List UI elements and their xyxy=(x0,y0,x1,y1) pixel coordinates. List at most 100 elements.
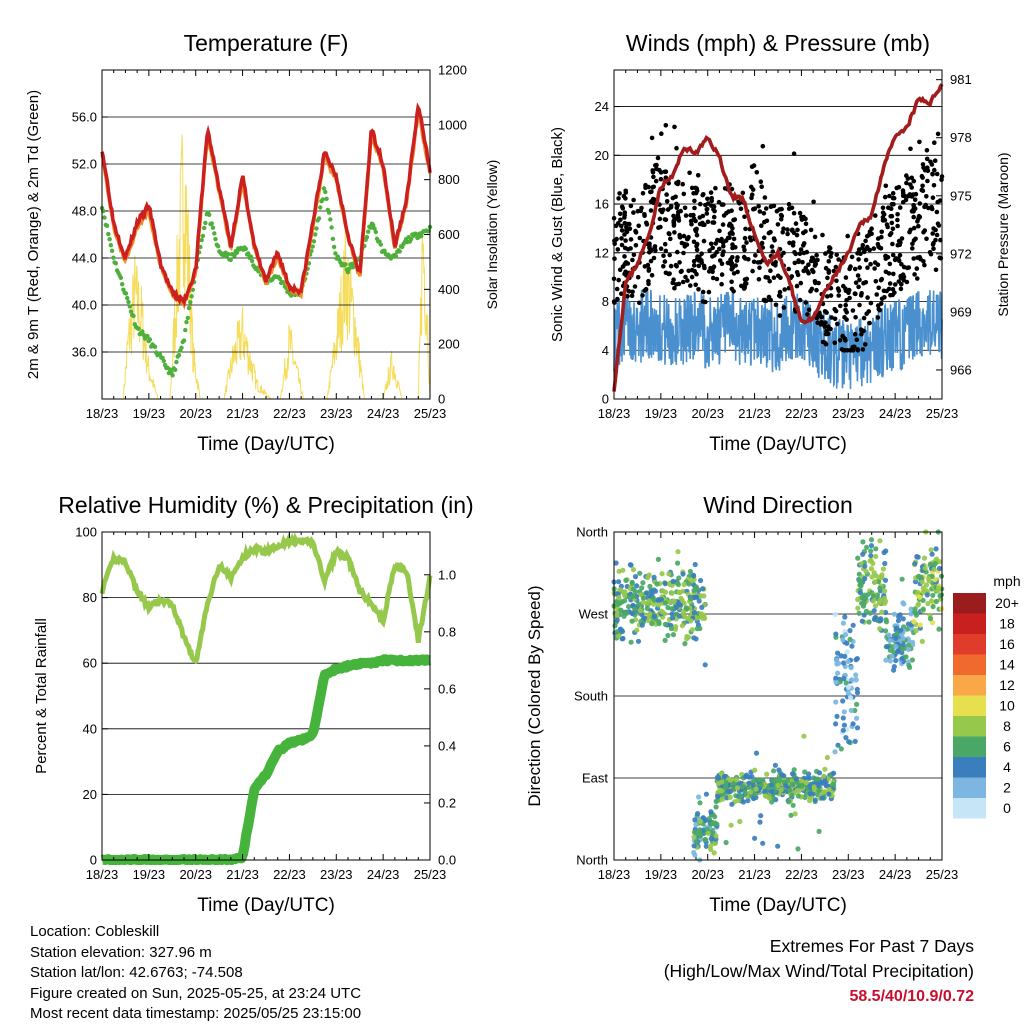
x-tick-label: 24/23 xyxy=(879,867,912,882)
direction-point xyxy=(720,796,726,802)
gust-point xyxy=(891,271,896,277)
gust-point xyxy=(883,256,889,261)
gust-point xyxy=(786,266,791,272)
gust-point xyxy=(662,169,668,175)
gust-point xyxy=(890,252,896,258)
direction-point xyxy=(737,793,744,799)
gust-point xyxy=(875,315,881,320)
direction-point xyxy=(886,632,892,638)
gust-point xyxy=(770,249,776,254)
gust-point xyxy=(631,197,636,203)
gust-point xyxy=(904,180,909,186)
extremes-box: Extremes For Past 7 Days (High/Low/Max W… xyxy=(664,934,974,1009)
direction-point xyxy=(651,574,657,581)
direction-point xyxy=(636,601,642,607)
direction-point xyxy=(694,615,700,621)
gust-point xyxy=(867,320,872,326)
gust-point xyxy=(671,277,676,283)
gust-point xyxy=(672,124,677,130)
legend-label: 20+ xyxy=(995,595,1019,611)
gust-point xyxy=(754,170,760,175)
gust-point xyxy=(878,301,884,306)
direction-point xyxy=(844,640,850,646)
gust-point xyxy=(846,287,852,293)
x-tick-label: 19/23 xyxy=(133,406,166,421)
direction-point xyxy=(658,596,665,603)
gust-point xyxy=(760,143,766,149)
direction-point xyxy=(870,598,877,604)
direction-point xyxy=(873,573,879,579)
direction-point xyxy=(776,775,783,782)
gust-point xyxy=(777,207,782,212)
gust-point xyxy=(793,221,799,226)
y2-tick-label: 400 xyxy=(438,282,460,297)
gust-point xyxy=(672,285,677,291)
gust-point xyxy=(917,139,922,145)
direction-point xyxy=(919,638,925,645)
direction-point xyxy=(676,589,682,595)
chart-title: Relative Humidity (%) & Precipitation (i… xyxy=(58,492,473,518)
gust-point xyxy=(859,331,864,337)
gust-point xyxy=(930,171,935,177)
gust-point xyxy=(898,286,904,292)
direction-point xyxy=(752,767,758,773)
legend-swatch xyxy=(953,593,986,614)
gust-point xyxy=(761,235,767,240)
gust-point xyxy=(675,203,680,208)
direction-point xyxy=(791,767,797,773)
gust-point xyxy=(896,258,902,264)
direction-point xyxy=(675,580,681,587)
gust-point xyxy=(706,269,712,274)
direction-point xyxy=(658,608,665,614)
gust-point xyxy=(710,220,715,225)
gust-point xyxy=(800,259,805,265)
y2-tick-label: 972 xyxy=(950,246,972,261)
direction-point xyxy=(659,571,665,577)
dewpoint-point xyxy=(324,196,329,201)
direction-point xyxy=(868,553,874,559)
gust-point xyxy=(649,189,654,194)
gust-point xyxy=(731,236,737,242)
gust-point xyxy=(700,289,706,295)
legend-title: mph xyxy=(993,573,1020,589)
dewpoint-point xyxy=(313,232,318,237)
dewpoint-point xyxy=(330,236,336,242)
gust-point xyxy=(935,221,941,226)
direction-point xyxy=(816,828,822,835)
gust-point xyxy=(651,174,656,180)
gust-point xyxy=(838,303,843,309)
gust-point xyxy=(858,293,864,298)
gust-point xyxy=(714,249,719,255)
x-tick-label: 22/23 xyxy=(273,867,306,882)
gust-point xyxy=(700,192,705,198)
gust-point xyxy=(917,201,923,206)
gust-point xyxy=(857,265,862,270)
gust-point xyxy=(890,292,895,298)
gust-point xyxy=(890,195,896,201)
direction-point xyxy=(895,618,902,624)
gust-point xyxy=(843,307,848,313)
gust-point xyxy=(671,213,676,219)
gust-point xyxy=(883,183,889,189)
gust-point xyxy=(659,131,664,136)
direction-point xyxy=(711,850,717,856)
x-tick-label: 25/23 xyxy=(414,406,447,421)
direction-point xyxy=(616,568,622,574)
gust-point xyxy=(694,232,700,238)
direction-point xyxy=(708,843,714,849)
gust-point xyxy=(790,227,795,233)
gust-point xyxy=(792,250,797,255)
gust-point xyxy=(890,191,896,196)
gust-point xyxy=(808,258,814,264)
station-info: Location: Cobleskill Station elevation: … xyxy=(30,922,361,1025)
legend-swatch xyxy=(953,777,986,798)
gust-point xyxy=(921,229,926,235)
direction-point xyxy=(917,594,923,600)
x-tick-label: 19/23 xyxy=(133,867,166,882)
dewpoint-point xyxy=(413,231,419,237)
direction-point xyxy=(920,606,926,612)
direction-point xyxy=(715,794,721,800)
gust-point xyxy=(624,228,629,233)
gust-point xyxy=(768,268,773,274)
direction-point xyxy=(666,571,672,577)
